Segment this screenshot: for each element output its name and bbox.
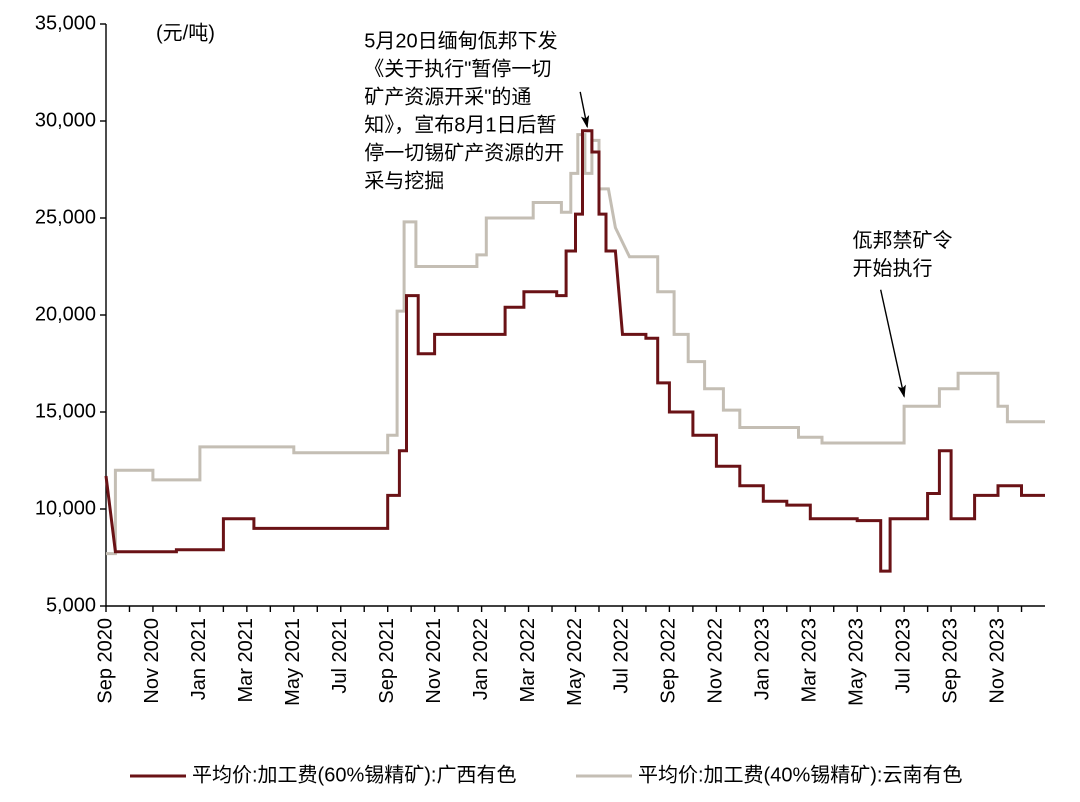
svg-text:May 2021: May 2021 bbox=[282, 618, 304, 706]
svg-text:Jul 2023: Jul 2023 bbox=[892, 618, 914, 694]
svg-text:15,000: 15,000 bbox=[35, 400, 96, 422]
svg-text:Jan 2022: Jan 2022 bbox=[470, 618, 492, 700]
svg-text:May 2022: May 2022 bbox=[564, 618, 586, 706]
svg-text:Nov 2023: Nov 2023 bbox=[986, 618, 1008, 704]
svg-text:Sep 2020: Sep 2020 bbox=[94, 618, 116, 704]
svg-text:《关于执行"暂停一切: 《关于执行"暂停一切 bbox=[364, 57, 551, 80]
svg-text:采与挖掘: 采与挖掘 bbox=[364, 169, 444, 192]
svg-text:佤邦禁矿令: 佤邦禁矿令 bbox=[853, 229, 953, 252]
svg-text:Jul 2021: Jul 2021 bbox=[329, 618, 351, 694]
svg-text:Sep 2022: Sep 2022 bbox=[658, 618, 680, 704]
tin-processing-fee-chart: 5,000 10,000 15,000 20,000 25,000 30,000 35,00… bbox=[0, 0, 1080, 802]
svg-text:20,000: 20,000 bbox=[35, 303, 96, 325]
svg-text:25,000: 25,000 bbox=[35, 206, 96, 228]
svg-text:平均价:加工费(40%锡精矿):云南有色: 平均价:加工费(40%锡精矿):云南有色 bbox=[638, 763, 962, 786]
svg-text:5,000: 5,000 bbox=[46, 594, 96, 616]
svg-text:知》，宣布8月1日后暂: 知》，宣布8月1日后暂 bbox=[364, 113, 556, 136]
svg-text:Mar 2023: Mar 2023 bbox=[799, 618, 821, 703]
svg-text:10,000: 10,000 bbox=[35, 497, 96, 519]
svg-text:Nov 2021: Nov 2021 bbox=[423, 618, 445, 704]
svg-text:May 2023: May 2023 bbox=[845, 618, 867, 706]
svg-text:停一切锡矿产资源的开: 停一切锡矿产资源的开 bbox=[364, 141, 564, 164]
svg-text:Jan 2023: Jan 2023 bbox=[752, 618, 774, 700]
svg-text:Jan 2021: Jan 2021 bbox=[188, 618, 210, 700]
svg-text:30,000: 30,000 bbox=[35, 109, 96, 131]
chart-canvas: 5,000 10,000 15,000 20,000 25,000 30,000 35,00… bbox=[0, 0, 1080, 802]
svg-text:平均价:加工费(60%锡精矿):广西有色: 平均价:加工费(60%锡精矿):广西有色 bbox=[192, 763, 516, 786]
svg-text:Nov 2022: Nov 2022 bbox=[705, 618, 727, 704]
svg-text:Mar 2021: Mar 2021 bbox=[235, 618, 257, 703]
svg-text:5月20日缅甸佤邦下发: 5月20日缅甸佤邦下发 bbox=[364, 29, 557, 52]
svg-text:(元/吨): (元/吨) bbox=[156, 22, 215, 45]
svg-text:Nov 2020: Nov 2020 bbox=[141, 618, 163, 704]
svg-text:Sep 2021: Sep 2021 bbox=[376, 618, 398, 704]
svg-text:开始执行: 开始执行 bbox=[853, 257, 933, 280]
svg-text:Mar 2022: Mar 2022 bbox=[517, 618, 539, 703]
svg-text:35,000: 35,000 bbox=[35, 12, 96, 34]
svg-text:Sep 2023: Sep 2023 bbox=[939, 618, 961, 704]
svg-text:Jul 2022: Jul 2022 bbox=[611, 618, 633, 694]
svg-text:矿产资源开采"的通: 矿产资源开采"的通 bbox=[364, 85, 531, 108]
